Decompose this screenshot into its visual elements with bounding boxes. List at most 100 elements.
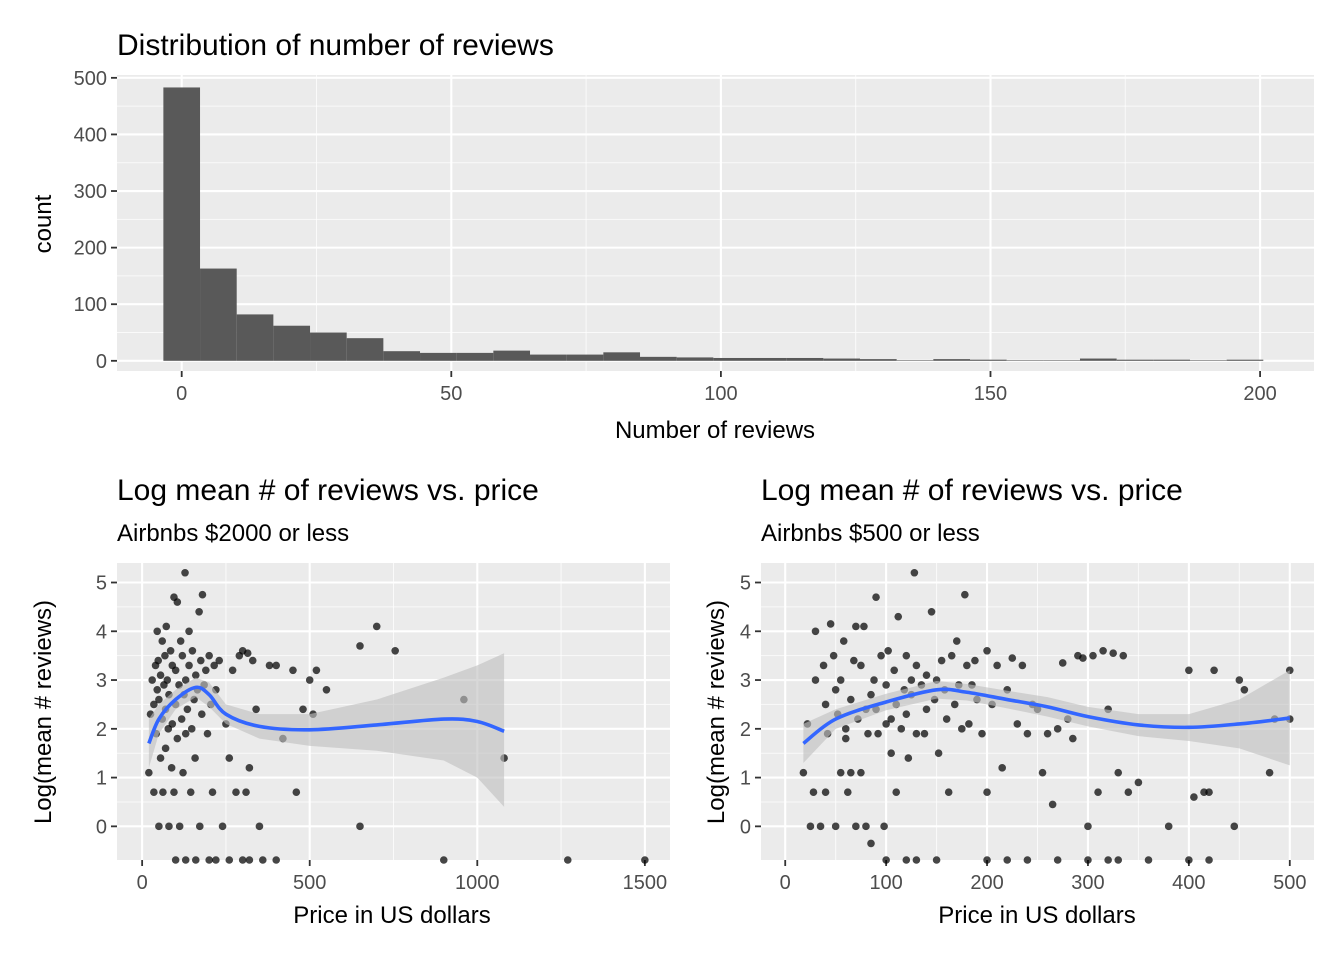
scatter-500-point	[1023, 729, 1032, 738]
scatter-500-point	[1134, 778, 1143, 787]
scatter-500-point	[850, 656, 858, 665]
histogram-x-tick-label: 100	[704, 383, 737, 405]
histogram-y-tick-label: 300	[74, 181, 107, 203]
scatter-2000-point	[292, 788, 301, 797]
scatter-500-point	[902, 710, 911, 718]
scatter-2000-point	[155, 695, 163, 704]
scatter-500-point	[864, 729, 872, 738]
scatter-chart-2000: 0 500 1000 1500 0 1 2 3 4 5 Log mean # of reviews …	[30, 474, 670, 929]
scatter-500-point	[874, 729, 882, 738]
scatter-2000-point	[205, 651, 213, 660]
scatter-2000-x-tick-label: 1000	[455, 872, 500, 894]
scatter-500-point	[1265, 768, 1274, 777]
scatter-2000-y-tick-label: 0	[96, 816, 107, 838]
scatter-2000-point	[173, 734, 182, 743]
scatter-500-point	[841, 725, 850, 733]
scatter-2000-point	[255, 822, 264, 831]
scatter-2000-point	[245, 764, 254, 772]
scatter-500-point	[1185, 856, 1193, 864]
histogram-bar	[860, 359, 897, 361]
scatter-500-point	[1084, 822, 1092, 831]
scatter-2000-point	[187, 725, 196, 733]
scatter-2000-point	[289, 666, 297, 675]
scatter-2000-point	[197, 710, 206, 718]
scatter-2000-point	[225, 754, 234, 762]
scatter-500-point	[821, 700, 830, 709]
scatter-500-point	[1205, 788, 1213, 797]
histogram-bar	[163, 87, 201, 361]
scatter-500-confidence-band	[803, 670, 1290, 766]
scatter-2000-point	[248, 656, 257, 665]
scatter-2000-point	[265, 661, 274, 670]
scatter-2000-point	[215, 656, 224, 665]
scatter-500-point	[831, 685, 840, 694]
scatter-500-point	[1190, 793, 1198, 801]
scatter-2000-point	[171, 666, 180, 675]
scatter-500-x-tick-label: 200	[970, 872, 1003, 894]
scatter-2000-point	[156, 671, 165, 679]
scatter-500-point	[831, 822, 840, 831]
scatter-2000-point	[185, 661, 193, 670]
histogram-bar	[1226, 359, 1264, 361]
scatter-500-point	[1144, 856, 1153, 864]
scatter-2000-point	[322, 685, 331, 694]
scatter-500-point	[1048, 800, 1057, 809]
scatter-500-y-tick-label: 1	[740, 768, 751, 790]
scatter-2000-x-axis-title: Price in US dollars	[293, 902, 490, 929]
scatter-500-point	[862, 822, 870, 831]
scatter-500-point	[1084, 856, 1092, 864]
scatter-500-point	[1185, 666, 1193, 675]
histogram-bar	[346, 338, 384, 361]
scatter-500-point	[1114, 856, 1123, 864]
scatter-2000-point	[181, 676, 190, 684]
scatter-500-point	[983, 646, 991, 655]
scatter-2000-point	[178, 651, 187, 660]
scatter-500-point	[934, 749, 943, 757]
scatter-500-point	[836, 676, 845, 684]
scatter-2000-point	[272, 661, 280, 670]
scatter-500-point	[887, 749, 895, 757]
scatter-500-point	[965, 720, 973, 728]
scatter-500-point	[877, 651, 885, 660]
scatter-500-point	[998, 764, 1006, 772]
scatter-500-point	[843, 788, 852, 797]
scatter-2000-point	[145, 768, 153, 777]
scatter-500-point	[902, 651, 911, 660]
scatter-500-point	[947, 651, 956, 660]
scatter-2000-point	[168, 720, 177, 728]
scatter-2000-point	[272, 856, 280, 864]
scatter-2000-point	[186, 788, 195, 797]
scatter-2000-point	[179, 768, 187, 777]
scatter-2000-y-tick-label: 2	[96, 719, 107, 741]
histogram-bar	[603, 352, 641, 361]
histogram-x-tick-label: 50	[440, 383, 462, 405]
scatter-500-point	[950, 700, 959, 709]
scatter-2000-point	[181, 856, 190, 864]
scatter-2000-subtitle: Airbnbs $2000 or less	[117, 520, 349, 547]
scatter-500-point	[809, 788, 818, 797]
scatter-500-point	[867, 690, 875, 699]
scatter-2000-point	[356, 642, 364, 650]
scatter-2000-y-tick-label: 4	[96, 621, 107, 643]
scatter-500-point	[971, 656, 979, 665]
scatter-500-point	[870, 676, 878, 684]
scatter-2000-point	[212, 856, 220, 864]
histogram-bar	[823, 358, 861, 361]
scatter-2000-point	[183, 705, 192, 714]
histogram-x-tick-label: 150	[974, 383, 1007, 405]
scatter-500-point	[1119, 651, 1128, 660]
scatter-500-point	[904, 754, 913, 762]
scatter-500-title: Log mean # of reviews vs. price	[761, 474, 1183, 507]
scatter-500-point	[932, 856, 941, 864]
scatter-500-subtitle: Airbnbs $500 or less	[761, 520, 980, 547]
scatter-2000-point	[154, 656, 163, 665]
scatter-500-point	[887, 715, 895, 723]
scatter-2000-point	[312, 666, 321, 675]
scatter-500-point	[920, 729, 929, 738]
scatter-2000-point	[181, 729, 190, 738]
histogram-bar	[1043, 360, 1080, 361]
scatter-2000-point	[166, 646, 175, 655]
histogram-bar	[640, 356, 677, 361]
scatter-2000-point	[305, 676, 314, 684]
scatter-500-point	[852, 822, 860, 831]
